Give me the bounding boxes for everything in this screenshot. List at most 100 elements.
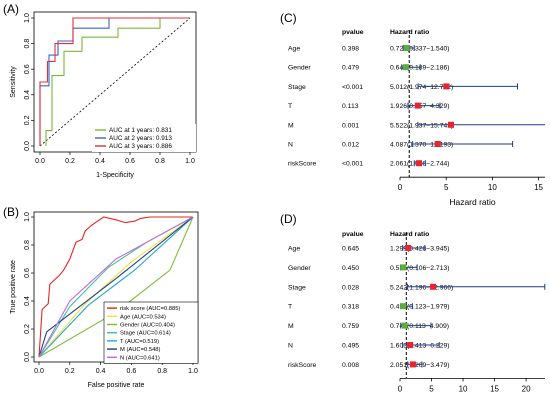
x-axis-label: 1-Specificity bbox=[96, 172, 134, 179]
row-label: N bbox=[288, 142, 293, 149]
hr-point bbox=[409, 361, 416, 368]
roc-curve bbox=[38, 216, 194, 358]
row-label: Gender bbox=[288, 265, 311, 272]
y-tick-label: 0.0 bbox=[24, 352, 31, 362]
panel-label: (A) bbox=[3, 2, 19, 16]
roc-curve bbox=[38, 216, 194, 358]
x-tick-label: 5 bbox=[429, 384, 434, 393]
row-label: Stage bbox=[288, 284, 306, 291]
legend-label: AUC at 1 years: 0.831 bbox=[109, 127, 172, 134]
row-pvalue: 0.450 bbox=[342, 265, 359, 272]
x-axis-label: False positive rate bbox=[88, 382, 145, 389]
row-hazard-ratio: 0.721(0.337−1.540) bbox=[390, 46, 450, 53]
row-hazard-ratio: 0.744(0.113−4.909) bbox=[390, 323, 449, 330]
y-tick-label: 0.8 bbox=[24, 240, 31, 250]
legend-label: Age (AUC=0.534) bbox=[120, 314, 166, 320]
y-tick-label: 0.6 bbox=[24, 64, 31, 74]
row-hazard-ratio: 5.242(1.196−22.966) bbox=[390, 284, 453, 291]
column-header-pvalue: pvalue bbox=[342, 29, 364, 36]
x-tick-label: 0.2 bbox=[65, 158, 75, 165]
x-tick-label: 0.2 bbox=[65, 368, 75, 375]
y-tick-label: 0.2 bbox=[24, 324, 31, 334]
x-tick-label: 0 bbox=[398, 183, 403, 192]
roc-curve bbox=[38, 216, 194, 358]
roc-curve bbox=[38, 216, 194, 358]
hr-point bbox=[400, 264, 407, 271]
legend-box bbox=[92, 124, 196, 152]
row-pvalue: 0.495 bbox=[342, 343, 359, 350]
legend-box bbox=[103, 301, 199, 364]
panel-label: (C) bbox=[280, 11, 297, 25]
y-axis-label: Sensitivity bbox=[10, 66, 17, 98]
row-label: T bbox=[288, 103, 292, 110]
x-tick-label: 0.4 bbox=[96, 368, 106, 375]
hr-point bbox=[434, 141, 441, 147]
legend-label: T (AUC=0.519) bbox=[120, 339, 159, 345]
x-tick-label: 15 bbox=[490, 384, 499, 393]
x-tick-label: 20 bbox=[522, 384, 531, 393]
x-tick-label: 10 bbox=[488, 183, 497, 192]
hr-point bbox=[414, 102, 421, 109]
y-tick-label: 0.4 bbox=[24, 90, 31, 100]
row-pvalue: 0.113 bbox=[342, 103, 359, 110]
y-tick-label: 1.0 bbox=[24, 212, 31, 222]
row-label: M bbox=[288, 122, 294, 129]
hr-point bbox=[447, 121, 454, 128]
row-pvalue: <0.001 bbox=[342, 84, 363, 91]
row-label: Age bbox=[288, 246, 300, 253]
hr-point bbox=[443, 83, 450, 90]
legend-label: AUC at 2 years: 0.913 bbox=[109, 135, 172, 142]
hr-point bbox=[405, 245, 412, 251]
row-label: riskScore bbox=[288, 362, 317, 369]
row-hazard-ratio: 5.012(1.974−12.722) bbox=[390, 84, 453, 91]
row-label: T bbox=[288, 304, 292, 311]
row-label: M bbox=[288, 323, 294, 330]
hr-point bbox=[403, 45, 410, 51]
legend-label: M (AUC=0.548) bbox=[120, 347, 161, 353]
x-tick-label: 0.0 bbox=[35, 158, 45, 165]
column-header-hazard-ratio: Hazard ratio bbox=[390, 231, 429, 238]
legend-label: AUC at 3 years: 0.886 bbox=[109, 143, 172, 150]
x-tick-label: 0.8 bbox=[157, 368, 167, 375]
y-tick-label: 0.6 bbox=[24, 268, 31, 278]
column-header-pvalue: pvalue bbox=[342, 231, 364, 238]
x-tick-label: 1.0 bbox=[188, 368, 198, 375]
row-pvalue: 0.398 bbox=[342, 46, 359, 53]
x-axis-label: Hazard ratio bbox=[449, 398, 496, 400]
row-pvalue: 0.028 bbox=[342, 284, 359, 291]
row-hazard-ratio: 2.051(1.209−3.479) bbox=[390, 362, 450, 369]
panel-label: (B) bbox=[3, 205, 19, 219]
row-hazard-ratio: 0.535(0.106−2.713) bbox=[390, 265, 450, 272]
roc-curve bbox=[38, 216, 194, 358]
row-pvalue: 0.008 bbox=[342, 362, 359, 369]
roc-curve bbox=[39, 17, 190, 146]
row-pvalue: 0.012 bbox=[342, 142, 359, 149]
hr-point bbox=[430, 283, 437, 290]
row-pvalue: <0.001 bbox=[342, 161, 363, 168]
row-hazard-ratio: 0.493(0.123−1.979) bbox=[390, 304, 450, 311]
reference-diagonal bbox=[39, 17, 191, 147]
y-axis-label: True positive rate bbox=[10, 260, 17, 314]
hr-point bbox=[416, 160, 423, 167]
x-tick-label: 0.8 bbox=[155, 158, 165, 165]
legend-label: Gender (AUC=0.404) bbox=[120, 323, 175, 329]
x-tick-label: 0.4 bbox=[95, 158, 105, 165]
row-pvalue: 0.645 bbox=[342, 246, 359, 253]
x-tick-label: 15 bbox=[534, 183, 543, 192]
x-tick-label: 0.6 bbox=[127, 368, 137, 375]
row-pvalue: 0.318 bbox=[342, 304, 359, 311]
y-tick-label: 0.4 bbox=[24, 296, 31, 306]
x-tick-label: 0.0 bbox=[34, 368, 44, 375]
roc-curve bbox=[39, 17, 190, 146]
y-tick-label: 0.8 bbox=[24, 39, 31, 49]
row-label: Gender bbox=[288, 65, 311, 72]
x-tick-label: 0 bbox=[398, 384, 403, 393]
x-tick-label: 1.0 bbox=[185, 158, 195, 165]
row-label: Age bbox=[288, 46, 300, 53]
panel-label: (D) bbox=[280, 212, 297, 226]
y-tick-label: 0.0 bbox=[24, 141, 31, 151]
x-tick-label: 5 bbox=[444, 183, 449, 192]
legend-label: risk score (AUC=0.885) bbox=[120, 306, 180, 312]
y-tick-label: 0.2 bbox=[24, 115, 31, 125]
